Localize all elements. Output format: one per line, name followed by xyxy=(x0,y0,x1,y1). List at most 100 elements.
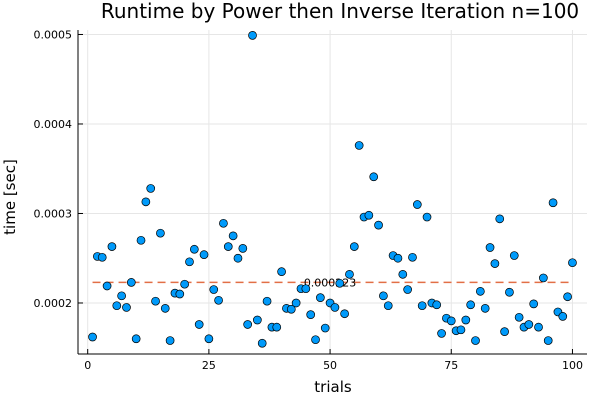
data-point xyxy=(199,250,209,260)
data-points xyxy=(88,31,577,348)
mean-annotation: 0.000223 xyxy=(304,276,357,289)
tick-labels: 0 25 50 75 100 0.0002 0.0003 0.0004 0.0005 xyxy=(34,28,583,372)
data-point xyxy=(214,295,223,305)
data-point xyxy=(340,309,349,319)
x-axis-label: trials xyxy=(314,378,352,396)
data-point xyxy=(272,322,282,332)
data-point xyxy=(136,235,146,245)
data-point xyxy=(146,184,156,193)
data-point xyxy=(383,301,393,311)
data-point xyxy=(228,231,238,241)
axes xyxy=(77,30,587,355)
data-point xyxy=(204,334,214,344)
data-point xyxy=(185,257,194,267)
data-point xyxy=(417,301,427,311)
data-point xyxy=(107,242,117,251)
data-point xyxy=(291,298,301,308)
data-point xyxy=(160,304,170,313)
data-point xyxy=(253,315,262,325)
y-tick-label: 0.0003 xyxy=(34,207,73,220)
data-point xyxy=(277,267,286,277)
y-tick-label: 0.0004 xyxy=(34,118,73,131)
data-point xyxy=(403,285,412,294)
data-point xyxy=(88,332,97,342)
data-point xyxy=(505,287,514,297)
data-point xyxy=(219,218,228,228)
data-point xyxy=(568,258,577,268)
data-point xyxy=(233,253,243,263)
data-point xyxy=(156,228,165,238)
data-point xyxy=(548,198,558,208)
data-point xyxy=(437,329,446,338)
data-point xyxy=(122,303,131,312)
data-point xyxy=(471,336,480,345)
data-point xyxy=(524,320,534,329)
data-point xyxy=(485,243,495,252)
x-tick-label: 25 xyxy=(202,359,216,372)
x-tick-label: 50 xyxy=(323,359,337,372)
y-axis-label: time [sec] xyxy=(1,159,19,235)
data-point xyxy=(480,304,490,313)
data-point xyxy=(262,296,272,306)
data-point xyxy=(543,336,553,345)
data-point xyxy=(117,291,126,301)
data-point xyxy=(379,291,388,301)
data-point xyxy=(126,278,136,287)
data-point xyxy=(194,320,204,329)
data-point xyxy=(446,316,456,326)
x-tick-label: 75 xyxy=(444,359,458,372)
data-point xyxy=(364,210,374,220)
data-point xyxy=(461,315,471,325)
x-tick-label: 0 xyxy=(84,359,91,372)
data-point xyxy=(209,285,219,294)
mean-line-group: 0.000223 xyxy=(92,276,573,289)
data-point xyxy=(432,300,442,310)
data-point xyxy=(131,334,141,344)
data-point xyxy=(398,269,408,279)
data-point xyxy=(316,293,325,302)
data-point xyxy=(393,253,403,263)
data-point xyxy=(243,320,253,329)
data-point xyxy=(529,299,539,309)
data-point xyxy=(102,281,112,291)
data-point xyxy=(306,310,316,319)
data-point xyxy=(422,212,432,222)
data-point xyxy=(412,200,422,209)
data-point xyxy=(558,312,568,321)
data-point xyxy=(335,278,345,288)
data-point xyxy=(189,244,199,254)
data-point xyxy=(514,312,524,322)
data-point xyxy=(490,259,500,268)
data-point xyxy=(180,279,189,289)
data-point xyxy=(500,327,509,336)
data-point xyxy=(466,300,476,310)
data-point xyxy=(349,242,359,251)
data-point xyxy=(238,244,248,253)
data-point xyxy=(311,335,320,345)
y-tick-label: 0.0005 xyxy=(34,28,73,41)
data-point xyxy=(141,197,151,207)
data-point xyxy=(495,214,505,224)
data-point xyxy=(354,141,364,150)
data-point xyxy=(248,31,257,40)
y-tick-label: 0.0002 xyxy=(34,297,73,310)
x-tick-label: 100 xyxy=(562,359,583,372)
data-point xyxy=(165,336,175,345)
data-point xyxy=(539,273,548,283)
data-point xyxy=(151,296,160,306)
data-point xyxy=(345,269,354,279)
data-point xyxy=(320,323,330,333)
data-point xyxy=(223,242,233,251)
chart-title: Runtime by Power then Inverse Iteration … xyxy=(101,0,579,23)
data-point xyxy=(97,252,107,262)
data-point xyxy=(330,303,340,312)
data-point xyxy=(301,284,311,294)
data-point xyxy=(369,172,379,182)
data-point xyxy=(374,220,383,230)
data-point xyxy=(257,338,267,348)
data-point xyxy=(408,252,417,262)
data-point xyxy=(563,292,572,302)
data-point xyxy=(175,289,185,299)
data-point xyxy=(286,304,296,314)
data-point xyxy=(476,286,485,296)
